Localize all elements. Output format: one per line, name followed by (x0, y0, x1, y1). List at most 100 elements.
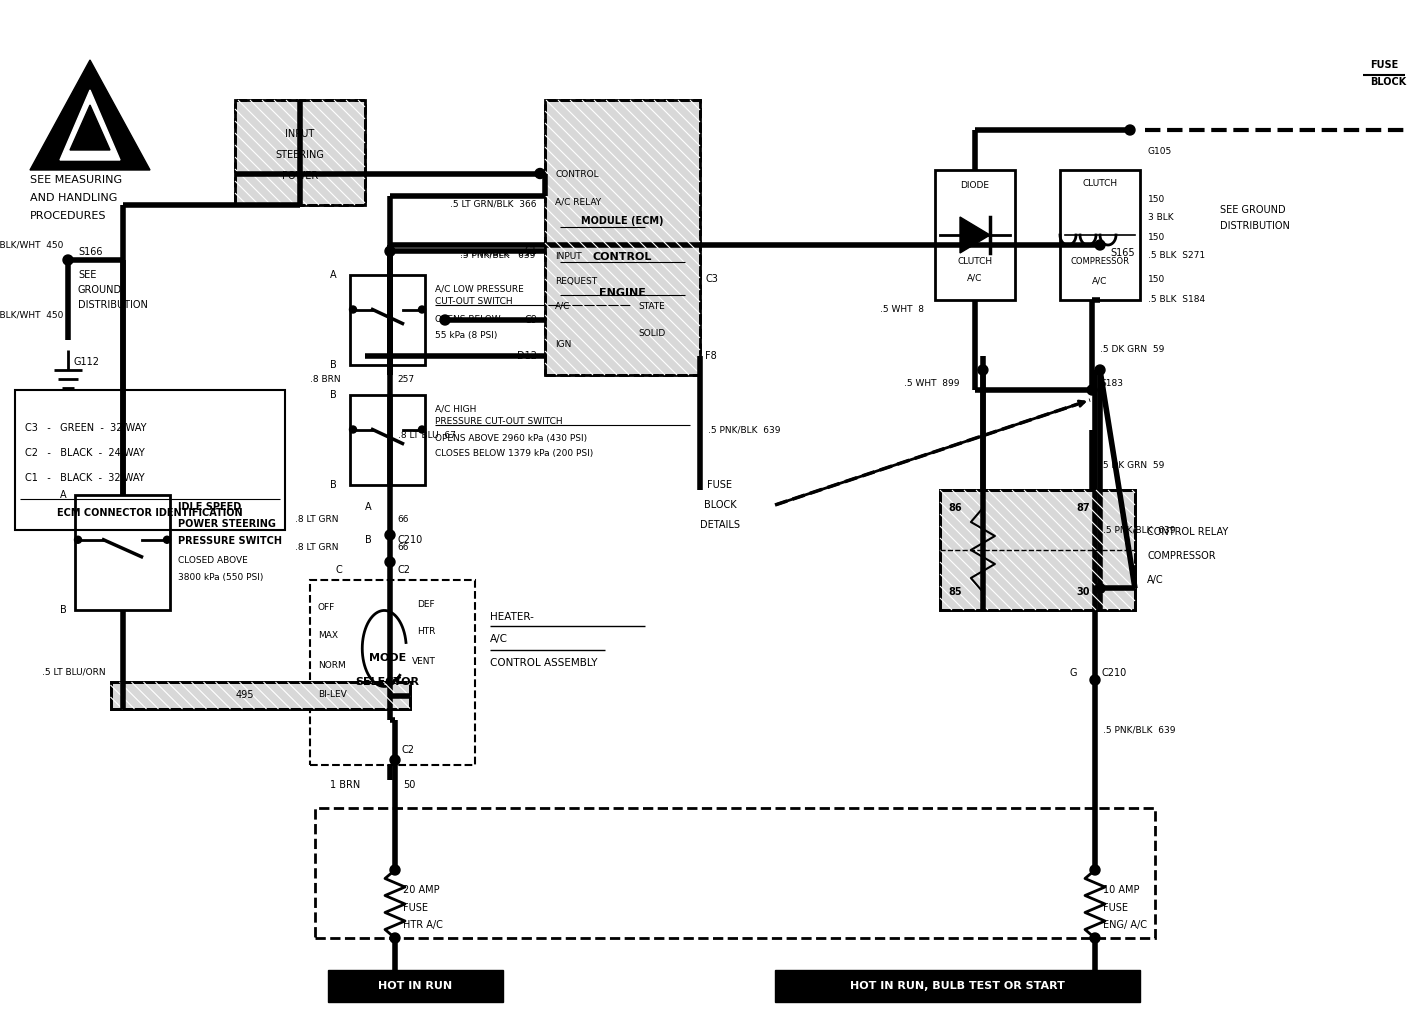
Circle shape (1087, 385, 1097, 395)
Bar (15, 390, 284, 530)
Text: COMPRESSOR: COMPRESSOR (1070, 256, 1129, 265)
Text: STATE: STATE (638, 302, 665, 310)
Text: .5 PNK/BLK   639: .5 PNK/BLK 639 (460, 249, 535, 257)
Text: G105: G105 (1148, 147, 1173, 157)
Text: C2: C2 (403, 745, 415, 755)
Text: MAX: MAX (318, 631, 338, 640)
Text: 50: 50 (403, 780, 415, 790)
Text: 86: 86 (948, 503, 962, 513)
Text: A: A (61, 490, 66, 500)
Text: AND HANDLING: AND HANDLING (30, 193, 117, 203)
Text: S165: S165 (1110, 248, 1135, 258)
Text: F8: F8 (705, 351, 717, 360)
Circle shape (1090, 865, 1100, 874)
Circle shape (63, 255, 73, 265)
Text: .5 DK GRN  59: .5 DK GRN 59 (1100, 461, 1164, 469)
Text: PRESSURE CUT-OUT SWITCH: PRESSURE CUT-OUT SWITCH (435, 418, 563, 427)
Text: A/C: A/C (1148, 575, 1163, 585)
Text: A/C HIGH: A/C HIGH (435, 404, 476, 413)
Text: DIODE: DIODE (960, 181, 990, 190)
Text: HOT IN RUN: HOT IN RUN (379, 981, 452, 991)
Text: .5 PNK/BLK   639: .5 PNK/BLK 639 (460, 251, 535, 259)
Circle shape (390, 865, 400, 874)
Circle shape (75, 537, 82, 544)
Circle shape (418, 426, 425, 433)
Text: .8 LT BLU  67: .8 LT BLU 67 (398, 430, 456, 439)
Text: COMPRESSOR: COMPRESSOR (1148, 551, 1215, 561)
Text: ENGINE: ENGINE (598, 288, 646, 298)
Text: ECM CONNECTOR IDENTIFICATION: ECM CONNECTOR IDENTIFICATION (58, 508, 242, 518)
Text: 55 kPa (8 PSI): 55 kPa (8 PSI) (435, 331, 497, 340)
Text: FUSE: FUSE (1370, 60, 1398, 70)
Bar (351, 275, 425, 365)
Text: DEF: DEF (417, 599, 435, 608)
Text: 66: 66 (397, 515, 408, 524)
Text: .5 BLK/WHT  450: .5 BLK/WHT 450 (0, 310, 63, 319)
Text: C1   -   BLACK  -  32 WAY: C1 - BLACK - 32 WAY (25, 473, 145, 483)
Bar (935, 170, 1015, 300)
Text: 20 AMP: 20 AMP (403, 885, 439, 895)
Text: MODULE (ECM): MODULE (ECM) (582, 216, 663, 226)
Text: .8 BRN: .8 BRN (310, 376, 341, 384)
Text: HOT IN RUN, BULB TEST OR START: HOT IN RUN, BULB TEST OR START (850, 981, 1064, 991)
Circle shape (979, 365, 988, 375)
Text: SEE: SEE (77, 270, 96, 280)
Text: 85: 85 (948, 587, 962, 597)
Circle shape (1125, 125, 1135, 135)
Text: 3 BLK: 3 BLK (1148, 213, 1174, 222)
Circle shape (384, 557, 396, 567)
Text: A/C: A/C (967, 273, 983, 283)
Text: B: B (365, 535, 372, 545)
Text: B: B (329, 360, 337, 370)
Text: .5 DK GRN  59: .5 DK GRN 59 (1100, 345, 1164, 354)
Text: 150: 150 (1148, 196, 1166, 205)
Text: B: B (329, 390, 337, 400)
Text: POWER: POWER (282, 171, 318, 180)
Circle shape (163, 537, 170, 544)
Bar (235, 100, 365, 205)
Bar (941, 490, 1135, 610)
Text: C2: C2 (397, 565, 410, 575)
Text: B: B (61, 605, 66, 615)
Text: .8 BLK/WHT  450: .8 BLK/WHT 450 (0, 241, 63, 250)
Text: SEE GROUND: SEE GROUND (1219, 205, 1286, 215)
Text: BI-LEV: BI-LEV (318, 690, 346, 699)
Text: BLOCK: BLOCK (1370, 77, 1407, 87)
Text: BLOCK: BLOCK (704, 500, 736, 510)
Text: PROCEDURES: PROCEDURES (30, 211, 107, 221)
Text: CLUTCH: CLUTCH (1083, 178, 1118, 187)
Text: A/C: A/C (555, 302, 570, 310)
Text: SEE MEASURING: SEE MEASURING (30, 175, 122, 185)
Circle shape (1095, 584, 1105, 593)
Bar (1060, 170, 1140, 300)
Text: S183: S183 (1100, 380, 1124, 388)
Text: G112: G112 (73, 357, 99, 367)
Text: A/C: A/C (1093, 276, 1108, 285)
Text: A/C RELAY: A/C RELAY (555, 198, 601, 206)
Text: HTR: HTR (417, 628, 435, 636)
Text: SOLID: SOLID (638, 330, 665, 338)
Text: .5 BLK  S271: .5 BLK S271 (1148, 251, 1205, 259)
Bar (545, 100, 700, 375)
Text: HEATER-: HEATER- (490, 612, 534, 622)
Text: IDLE SPEED: IDLE SPEED (177, 502, 241, 512)
Text: .5 LT GRN/BLK  366: .5 LT GRN/BLK 366 (451, 200, 536, 209)
Text: CLOSED ABOVE: CLOSED ABOVE (177, 556, 248, 565)
Text: .5 PNK/BLK  639: .5 PNK/BLK 639 (1102, 725, 1176, 734)
Circle shape (418, 306, 425, 313)
Text: 150: 150 (1148, 232, 1166, 242)
Polygon shape (70, 105, 110, 150)
Text: .5 PNK/BLK  639: .5 PNK/BLK 639 (1102, 525, 1176, 535)
Text: DETAILS: DETAILS (700, 520, 741, 530)
Text: CLOSES BELOW 1379 kPa (200 PSI): CLOSES BELOW 1379 kPa (200 PSI) (435, 449, 593, 458)
Text: 30: 30 (1077, 587, 1090, 597)
Text: SELECTOR: SELECTOR (355, 677, 420, 687)
Text: C1: C1 (524, 246, 536, 256)
Text: S166: S166 (77, 247, 103, 257)
Text: INPUT: INPUT (555, 252, 582, 261)
Bar (75, 495, 170, 610)
Circle shape (349, 306, 356, 313)
Text: 495: 495 (237, 690, 255, 700)
Bar (235, 100, 365, 205)
Text: D12: D12 (517, 351, 536, 360)
